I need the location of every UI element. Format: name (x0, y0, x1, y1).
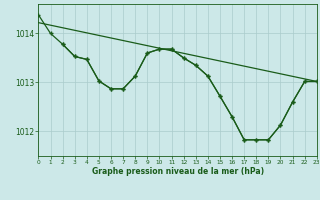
X-axis label: Graphe pression niveau de la mer (hPa): Graphe pression niveau de la mer (hPa) (92, 167, 264, 176)
